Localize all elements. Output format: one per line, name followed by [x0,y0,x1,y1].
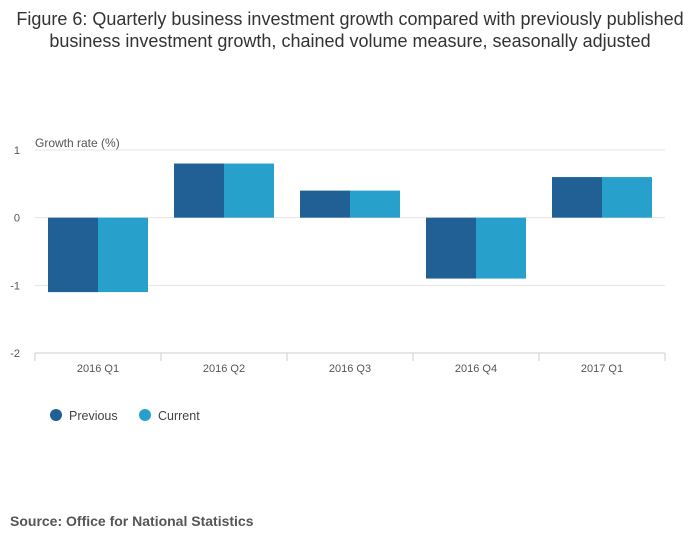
legend-marker-current [139,409,151,421]
bars [48,163,652,293]
source-note: Source: Office for National Statistics [10,513,254,529]
bar-previous-2016-q3 [300,190,350,218]
bar-previous-2016-q2 [174,163,224,218]
bar-previous-2017-q1 [552,177,602,218]
bar-previous-2016-q4 [426,217,476,279]
x-tick-label: 2017 Q1 [581,363,623,375]
chart-title: Figure 6: Quarterly business investment … [16,9,684,51]
y-tick-labels: 1 0 -1 -2 [10,145,20,360]
bar-current-2016-q3 [350,190,400,218]
x-tick-label: 2016 Q2 [203,363,245,375]
bar-current-2017-q1 [602,177,652,218]
bar-previous-2016-q1 [48,217,98,293]
y-tick-label: -1 [10,280,20,292]
bar-current-2016-q4 [476,217,526,279]
y-tick-label: 0 [14,213,20,225]
legend-label-current: Current [158,409,200,423]
legend: Previous Current [50,409,200,423]
x-tick-label: 2016 Q4 [455,363,497,375]
bar-current-2016-q1 [98,217,148,293]
x-tick-label: 2016 Q3 [329,363,371,375]
y-tick-label: 1 [14,145,20,157]
bar-current-2016-q2 [224,163,274,218]
y-axis-label: Growth rate (%) [35,136,120,150]
x-axis: 2016 Q1 2016 Q2 2016 Q3 2016 Q4 2017 Q1 [34,353,666,375]
legend-marker-previous [50,409,62,421]
legend-label-previous: Previous [69,409,118,423]
x-tick-label: 2016 Q1 [77,363,119,375]
y-tick-label: -2 [10,348,20,360]
